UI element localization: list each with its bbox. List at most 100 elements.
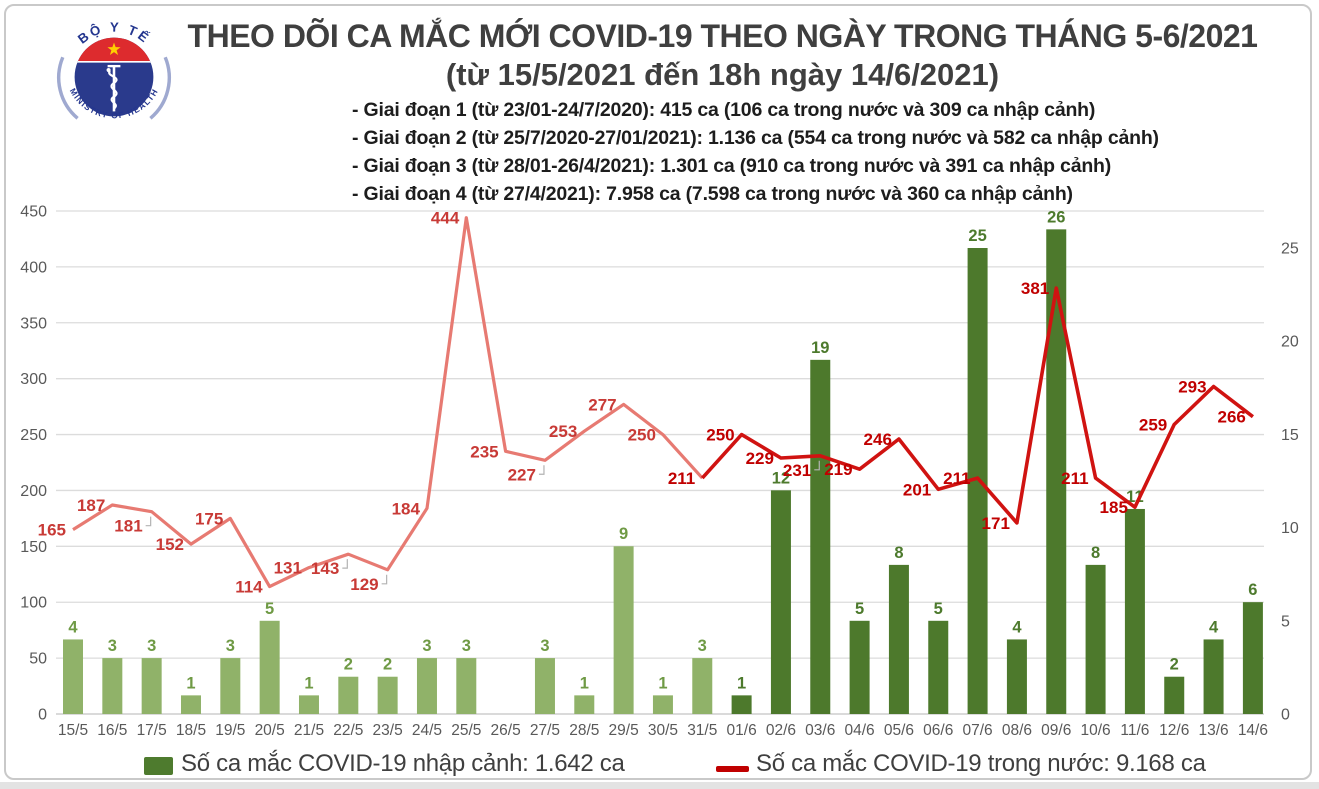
- line-value-label: 444: [431, 209, 460, 228]
- bar-imported: [456, 658, 477, 714]
- bar-value-label: 25: [968, 227, 986, 245]
- line-value-label: 181: [114, 517, 142, 536]
- left-axis-tick: 150: [20, 539, 47, 556]
- left-axis-tick: 200: [20, 483, 47, 500]
- bar-imported: [416, 658, 437, 714]
- bar-value-label: 4: [68, 618, 78, 636]
- bar-value-label: 3: [540, 637, 549, 655]
- left-axis-tick: 50: [29, 651, 47, 668]
- date-label: 13/6: [1198, 722, 1228, 739]
- date-label: 04/6: [845, 722, 875, 739]
- line-value-label: 229: [746, 449, 774, 468]
- left-axis-tick: 400: [20, 259, 47, 276]
- page-subtitle: (từ 15/5/2021 đến 18h ngày 14/6/2021): [445, 57, 1000, 92]
- bar-imported: [1124, 508, 1145, 714]
- date-label: 31/5: [687, 722, 717, 739]
- bar-imported: [1164, 676, 1185, 714]
- line-value-label: 175: [195, 509, 223, 528]
- bar-value-label: 3: [108, 637, 117, 655]
- right-axis-tick: 0: [1281, 707, 1290, 724]
- ring-arc-left: [57, 56, 79, 120]
- moh-star: [107, 42, 121, 55]
- date-label: 29/5: [609, 722, 639, 739]
- line-value-label: 129: [350, 575, 378, 594]
- phase-line: - Giai đoạn 2 (từ 25/7/2020-27/01/2021):…: [352, 127, 1159, 149]
- bar-value-label: 5: [934, 600, 943, 618]
- bar-imported: [692, 658, 713, 714]
- date-label: 15/5: [58, 722, 88, 739]
- line-value-label: 187: [77, 496, 105, 515]
- left-axis-tick: 250: [20, 427, 47, 444]
- bar-imported: [1006, 639, 1027, 714]
- bar-value-label: 1: [658, 674, 667, 692]
- date-label: 21/5: [294, 722, 324, 739]
- bar-value-label: 1: [304, 674, 313, 692]
- line-domestic-june: [700, 286, 1254, 525]
- line-value-label: 250: [706, 426, 734, 445]
- line-value-label: 152: [156, 535, 184, 554]
- bar-value-label: 3: [422, 637, 431, 655]
- date-label: 03/6: [805, 722, 835, 739]
- moh-logo: BỘ Y TẾ MINISTRY OF HEALTH: [50, 10, 178, 138]
- bar-imported: [534, 658, 555, 714]
- date-label: 17/5: [137, 722, 167, 739]
- line-value-label: 277: [588, 395, 616, 414]
- bar-value-label: 19: [811, 339, 829, 357]
- line-value-label: 211: [1061, 469, 1088, 488]
- line-value-label: 231: [783, 461, 811, 480]
- bar-value-label: 26: [1047, 208, 1065, 226]
- bar-imported: [102, 658, 123, 714]
- bar-value-label: 3: [226, 637, 235, 655]
- date-label: 25/5: [451, 722, 481, 739]
- rod-of-asclepius-icon: [106, 64, 121, 112]
- date-label: 30/5: [648, 722, 678, 739]
- line-value-label: 114: [235, 578, 263, 597]
- bar-value-label: 4: [1012, 618, 1022, 636]
- line-value-label: 185: [1100, 498, 1128, 517]
- line-value-label: 165: [38, 521, 66, 540]
- bar-value-label: 1: [186, 674, 195, 692]
- bar-imported: [1242, 602, 1263, 714]
- right-axis-tick: 10: [1281, 520, 1299, 537]
- bar-imported: [338, 676, 359, 714]
- date-label: 06/6: [923, 722, 953, 739]
- line-value-label: 131: [274, 559, 302, 578]
- bar-value-label: 5: [265, 600, 274, 618]
- bottom-strip: [0, 782, 1319, 789]
- date-label: 11/6: [1120, 722, 1149, 739]
- date-label: 16/5: [97, 722, 127, 739]
- date-label: 24/5: [412, 722, 442, 739]
- bar-value-label: 2: [1170, 656, 1179, 674]
- date-label: 23/5: [373, 722, 403, 739]
- date-label: 27/5: [530, 722, 560, 739]
- legend-imported-label: Số ca mắc COVID-19 nhập cảnh: 1.642 ca: [181, 750, 625, 777]
- label-leader: [145, 516, 152, 527]
- date-label: 19/5: [215, 722, 245, 739]
- bar-value-label: 6: [1248, 581, 1257, 599]
- line-value-label: 143: [311, 559, 339, 578]
- bar-value-label: 2: [383, 656, 392, 674]
- moh-logo-emblem: BỘ Y TẾ MINISTRY OF HEALTH: [57, 20, 171, 120]
- line-value-label: 211: [943, 469, 970, 488]
- bar-value-label: 1: [737, 674, 746, 692]
- bar-imported: [574, 695, 595, 714]
- bar-imported: [377, 676, 398, 714]
- bar-imported: [731, 695, 752, 714]
- bar-value-label: 5: [855, 600, 864, 618]
- legend-domestic-swatch: [716, 766, 749, 772]
- date-label: 02/6: [766, 722, 796, 739]
- date-label: 09/6: [1041, 722, 1071, 739]
- date-label: 10/6: [1080, 722, 1110, 739]
- left-axis-tick: 300: [20, 371, 47, 388]
- date-label: 20/5: [255, 722, 285, 739]
- bar-value-label: 12: [772, 469, 790, 487]
- phase-line: - Giai đoạn 3 (từ 28/01-26/4/2021): 1.30…: [352, 155, 1112, 177]
- bar-value-label: 3: [147, 637, 156, 655]
- label-leader: [814, 460, 820, 471]
- line-value-label: 235: [470, 442, 498, 461]
- line-value-label: 381: [1021, 279, 1049, 298]
- date-label: 28/5: [569, 722, 599, 739]
- left-axis-tick: 0: [38, 707, 47, 724]
- line-value-label: 227: [508, 465, 536, 484]
